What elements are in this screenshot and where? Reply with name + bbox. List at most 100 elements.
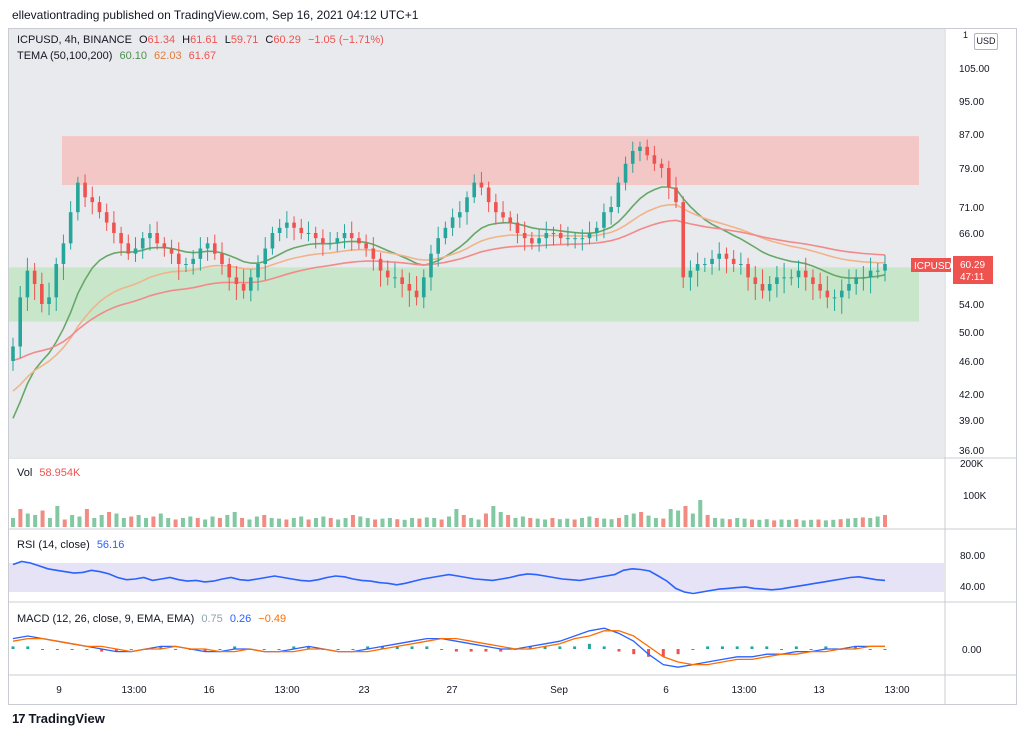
volume-bars [11,500,887,527]
volume-bar [77,516,82,527]
macd-histogram-bar [307,646,311,649]
macd-histogram-bar [55,649,59,650]
candle-body [176,253,181,264]
volume-bar [853,518,858,527]
candle-body [775,277,779,284]
volume-bar [387,518,392,527]
macd-axis-label-0: 0.00 [962,645,982,656]
candle-body [515,222,520,233]
price-badge-value: 60.29 [960,260,985,271]
price-badge [953,256,993,284]
chart-svg[interactable]: 105.00 95.00 87.00 79.00 71.00 66.00 6 0.00 54.0… [9,29,1016,704]
volume-bar [136,515,141,527]
price-tick-label: 54.00 [959,300,984,311]
macd-histogram-bar [85,649,89,650]
macd-histogram-bar [395,646,399,649]
candle-body [378,258,383,271]
legend-main: ICPUSD, 4h, BINANCE O61.34 H61.61 L59.71… [17,34,388,46]
macd-histogram-bar [41,649,45,650]
legend-macd-v1: 0.75 [201,613,223,625]
legend-rsi: RSI (14, close) 56.16 [17,539,128,551]
tradingview-brand[interactable]: 17 TradingView [12,711,105,726]
legend-o-value: 61.34 [147,34,176,46]
candle-body [104,212,109,223]
macd-histogram-bar [765,646,769,649]
volume-bar [114,513,119,527]
volume-bar [240,518,245,527]
candle-body [883,264,887,271]
volume-bar [40,510,45,527]
macd-histogram-bar [706,646,710,649]
macd-histogram-bar [262,649,266,650]
candle-body [61,243,66,264]
time-tick-label: Sep [550,685,568,696]
volume-bar [92,518,97,527]
candle-body [25,270,30,298]
volume-bar [794,519,799,527]
candle-body [263,248,268,264]
support-zone [9,267,919,322]
volume-bar [395,519,400,527]
macd-histogram-bar [883,649,887,650]
legend-macd-label: MACD (12, 26, close, 9, EMA, EMA) [17,613,195,625]
candle-body [688,270,693,278]
candle-body [249,277,253,291]
price-tick-label: 42.00 [959,390,984,401]
macd-histogram-bar [528,646,532,649]
tema-line [12,219,886,362]
candle-body [306,233,311,234]
volume-bar [254,516,259,527]
volume-bar [772,520,777,527]
macd-histogram-bar [159,646,163,649]
candle-body [566,238,570,240]
macd-histogram-bar [114,649,118,652]
macd-histogram-bar [129,649,133,650]
macd-histogram-bar [809,649,813,650]
legend-o-label: O [138,34,148,46]
volume-bar [550,518,555,527]
candle-body [522,233,527,239]
volume-bar [99,515,104,527]
volume-bar [62,519,67,527]
price-tick-label: 95.00 [959,97,984,108]
volume-bar [232,512,237,527]
volume-bar [624,515,629,527]
macd-histogram-bar [676,649,680,655]
candle-body [854,277,858,284]
currency-button[interactable]: USD [974,33,998,50]
volume-bar [616,518,621,527]
volume-bar [306,519,311,527]
candle-body [839,290,844,298]
volume-bar [543,519,548,527]
volume-bar [373,519,378,527]
tema-lines [12,186,886,419]
volume-bar [528,518,533,527]
candle-body [47,297,51,304]
legend-macd: MACD (12, 26, close, 9, EMA, EMA) 0.75 0… [17,613,290,625]
legend-c-label: C [265,34,274,46]
chart-frame[interactable]: 105.00 95.00 87.00 79.00 71.00 66.00 6 0.00 54.0… [8,28,1017,705]
candle-body [436,238,440,254]
volume-bar [313,518,318,527]
candle-body [227,264,231,278]
volume-bar [498,512,503,527]
macd-histogram-bar [587,643,591,649]
time-tick-label: 16 [203,685,215,696]
signal-line [12,630,885,666]
candle-body [299,227,304,233]
volume-axis-label-100k: 100K [963,491,987,502]
time-tick-label: 13:00 [274,685,299,696]
price-tick-label: 50.00 [959,328,984,339]
tema-line [12,186,886,419]
candle-body [861,277,866,279]
macd-histogram-bar [292,646,296,649]
candle-body [407,284,412,291]
rsi-axis-label-40: 40.00 [960,582,985,593]
price-tick-label: 36.00 [959,446,984,457]
macd-histogram-bar [366,646,370,649]
candle-body [169,248,174,254]
volume-bar [328,518,333,527]
rsi-axis-label-80: 80.00 [960,551,985,562]
volume-bar [749,519,754,527]
volume-bar [683,506,688,527]
